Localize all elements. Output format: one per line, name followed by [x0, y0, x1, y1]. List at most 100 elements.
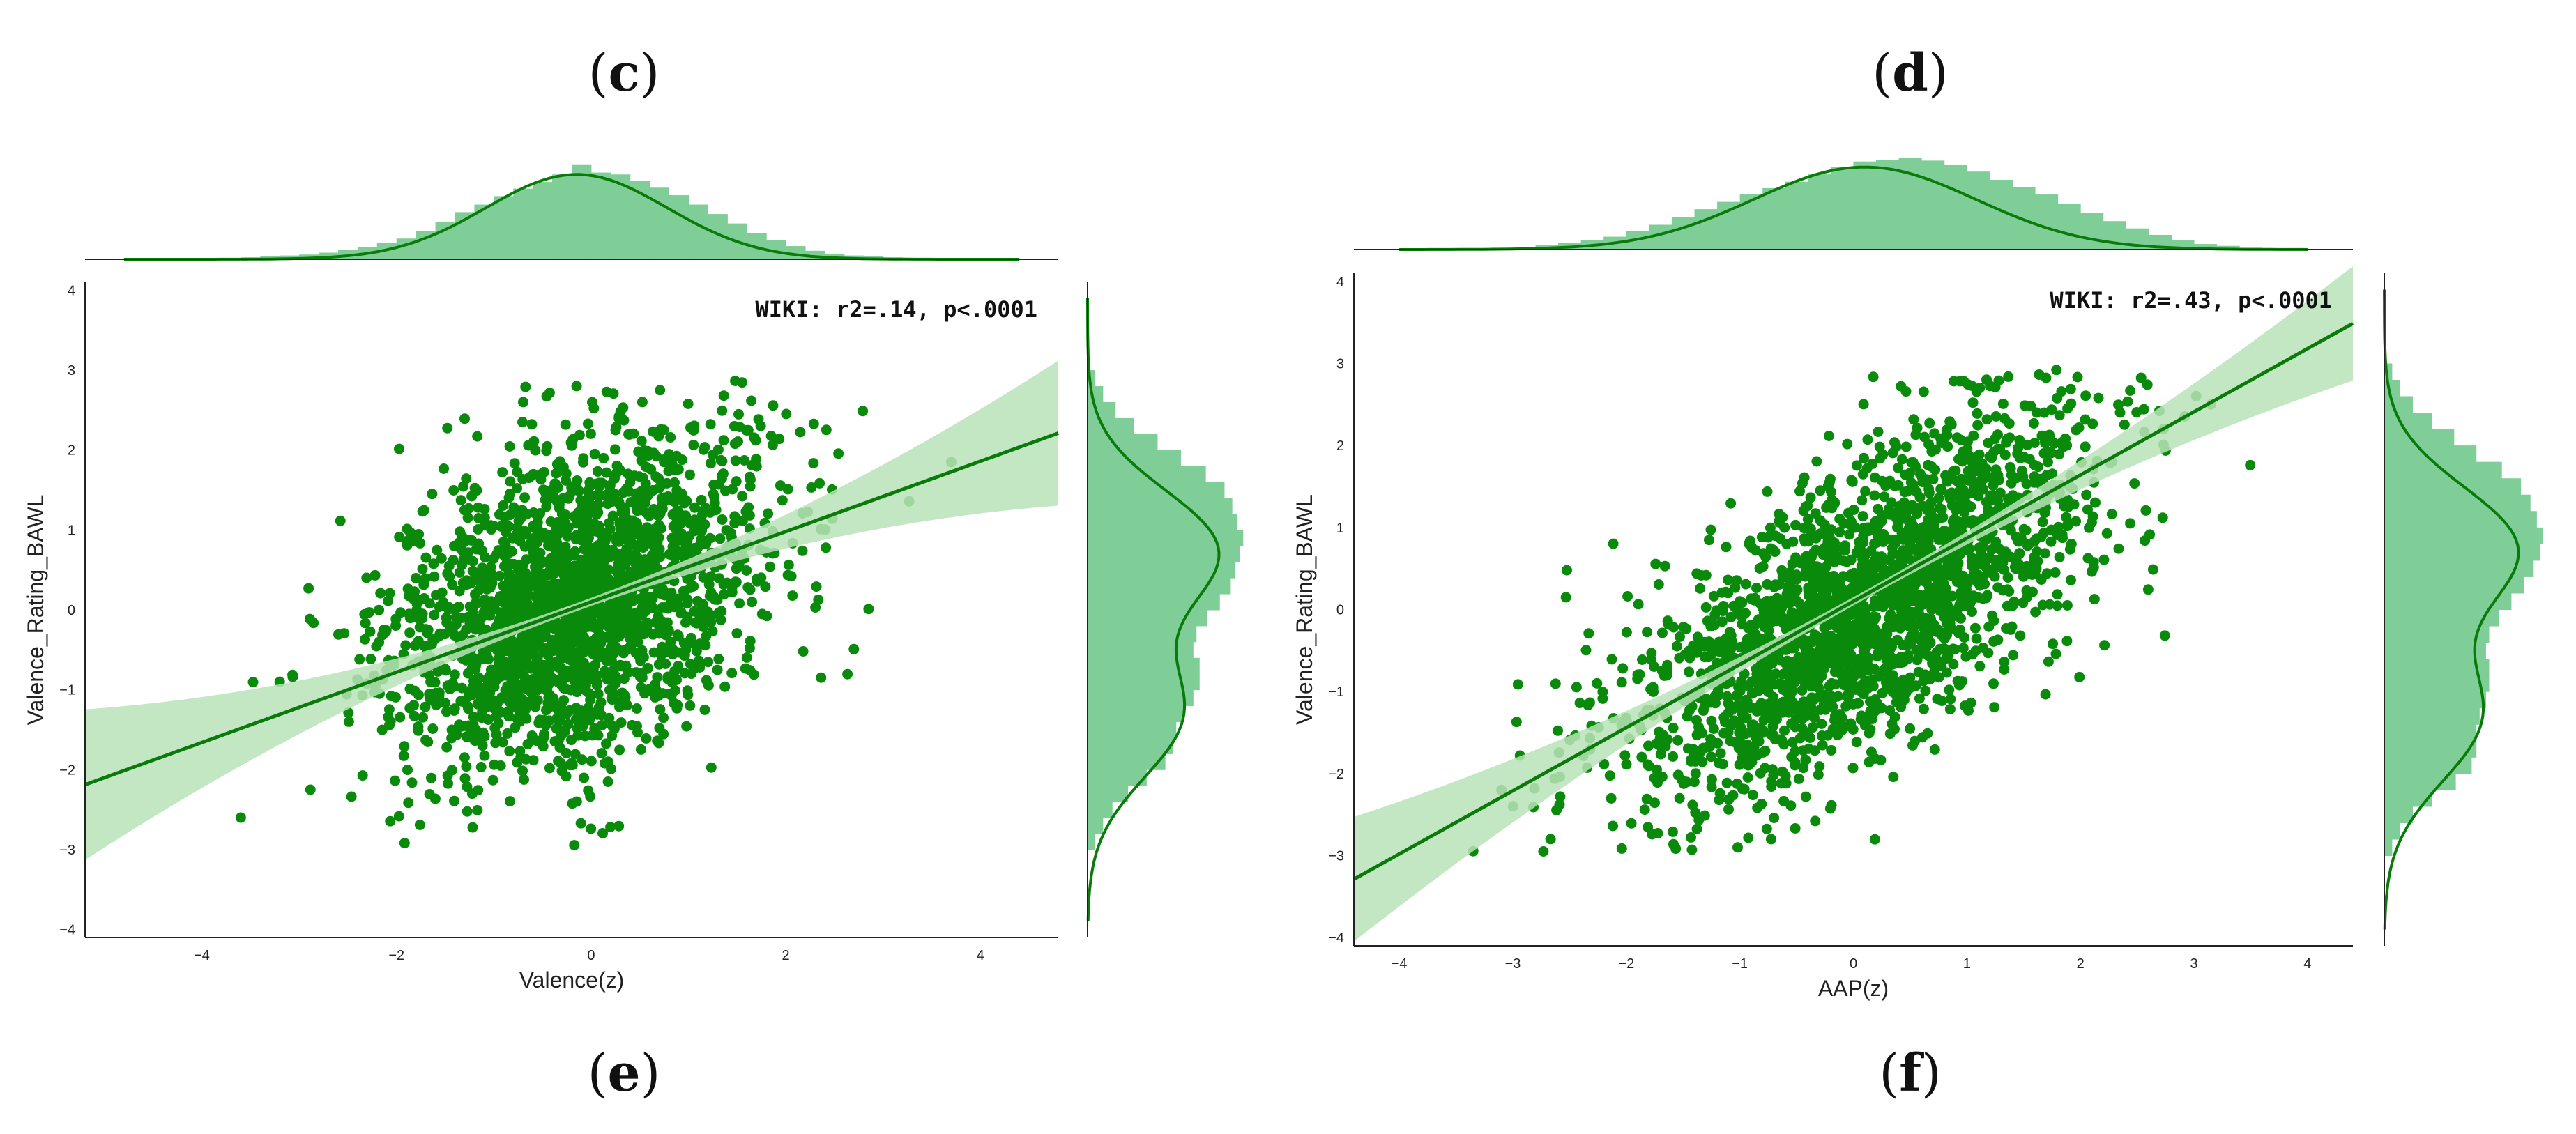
data-point: [385, 815, 396, 827]
data-point: [600, 758, 610, 769]
histogram-bar: [2384, 822, 2400, 840]
data-point: [1652, 764, 1662, 775]
data-point: [1912, 422, 1923, 434]
data-point: [1902, 548, 1913, 559]
data-point: [1775, 533, 1786, 544]
data-point: [551, 585, 562, 597]
data-point: [1946, 590, 1958, 602]
data-point: [1948, 643, 1958, 654]
data-point: [1926, 461, 1937, 472]
data-point: [1935, 513, 1946, 524]
data-point: [1815, 485, 1826, 496]
data-point: [480, 552, 491, 563]
data-point: [2114, 407, 2126, 418]
data-point: [549, 478, 561, 489]
data-point: [1914, 595, 1925, 606]
data-point: [1918, 703, 1929, 714]
data-point: [540, 624, 551, 635]
data-point: [586, 545, 596, 556]
data-point: [1999, 664, 2010, 675]
data-point: [1988, 678, 1999, 689]
data-point: [459, 413, 470, 424]
data-point: [1988, 615, 1999, 627]
data-point: [1815, 579, 1826, 590]
data-point: [417, 613, 428, 624]
data-point: [671, 674, 682, 685]
data-point: [523, 440, 534, 451]
data-point: [1721, 586, 1731, 597]
data-point: [427, 489, 438, 500]
data-point: [409, 535, 420, 546]
data-point: [1995, 444, 2006, 454]
data-point: [775, 480, 786, 491]
data-point: [705, 590, 716, 602]
data-point: [726, 668, 738, 679]
data-point: [468, 656, 479, 667]
data-point: [1753, 675, 1764, 686]
data-point: [544, 715, 555, 726]
data-point: [529, 532, 540, 544]
x-tick-label: 4: [2303, 956, 2311, 972]
data-point: [717, 470, 727, 481]
data-point: [498, 500, 509, 511]
data-point: [1583, 628, 1594, 639]
data-point: [427, 723, 439, 734]
histogram-bar: [2384, 626, 2490, 643]
data-point: [1833, 594, 1844, 605]
data-point: [1766, 776, 1777, 787]
data-point: [508, 558, 519, 569]
data-point: [1550, 678, 1561, 689]
data-point: [485, 571, 496, 582]
data-point: [426, 638, 437, 650]
data-point: [646, 463, 657, 475]
data-point: [2098, 554, 2110, 565]
data-point: [467, 566, 478, 576]
data-point: [1764, 680, 1775, 691]
data-point: [658, 712, 669, 723]
data-point: [1619, 750, 1631, 761]
data-point: [2072, 371, 2083, 383]
regression-line: [84, 431, 1059, 787]
data-point: [492, 645, 503, 656]
data-point: [518, 610, 529, 621]
data-point: [446, 765, 457, 776]
data-point: [369, 569, 381, 581]
data-point: [454, 585, 465, 597]
data-point: [2088, 562, 2099, 573]
data-point: [531, 653, 542, 664]
data-point: [625, 608, 636, 619]
data-point: [462, 731, 473, 742]
data-point: [727, 484, 738, 495]
data-point: [540, 494, 551, 505]
data-point: [1954, 577, 1965, 588]
data-point: [2002, 600, 2013, 611]
data-point: [498, 536, 509, 547]
data-point: [441, 617, 452, 628]
histogram-bar: [2384, 642, 2486, 659]
data-point: [1861, 611, 1873, 622]
data-point: [1864, 526, 1875, 537]
data-point: [2099, 640, 2110, 651]
data-point: [1951, 432, 1963, 443]
data-point: [652, 672, 663, 683]
data-point: [505, 476, 516, 487]
data-point: [1574, 698, 1585, 709]
histogram-bar: [669, 195, 689, 259]
data-point: [1873, 536, 1884, 547]
data-point: [1691, 823, 1702, 834]
data-point: [1621, 759, 1632, 770]
data-point: [1953, 558, 1964, 569]
x-tick-label: 0: [1850, 956, 1857, 972]
data-point: [653, 611, 664, 622]
data-point: [1852, 633, 1863, 644]
histogram-bar: [1808, 174, 1831, 250]
data-point: [449, 540, 459, 551]
data-point: [1788, 536, 1799, 547]
data-point: [1974, 542, 1985, 553]
data-point: [763, 508, 774, 519]
panel-label-c: (c): [588, 43, 660, 103]
data-point: [1887, 447, 1898, 459]
data-point: [354, 654, 365, 665]
data-point: [409, 685, 420, 696]
data-point: [2101, 528, 2112, 539]
